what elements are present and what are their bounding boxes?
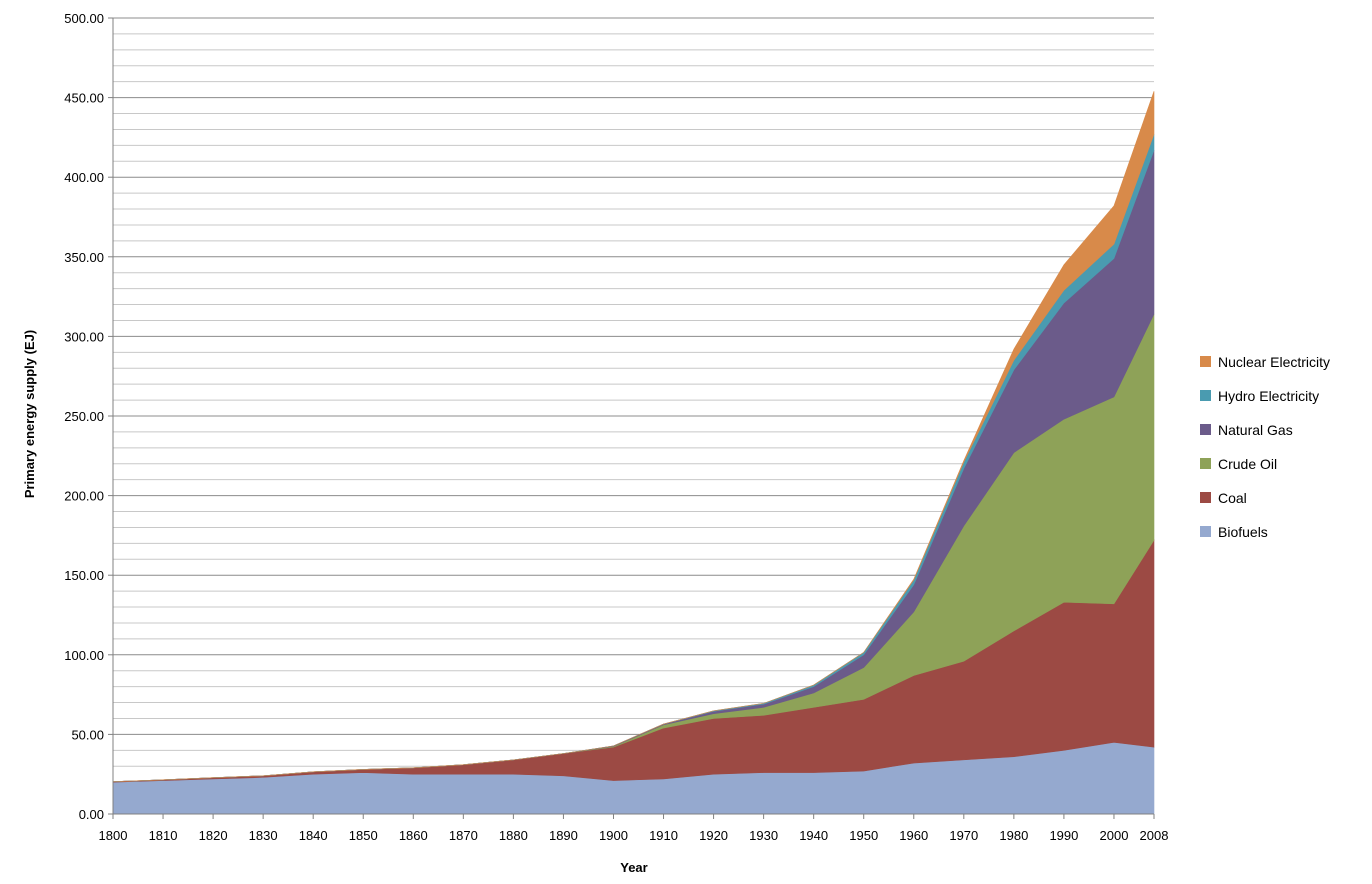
y-tick-label: 200.00 [64,489,104,504]
x-tick-label: 1910 [649,828,678,843]
y-tick-label: 50.00 [71,727,104,742]
x-tick-label: 2008 [1140,828,1169,843]
axes [108,17,1155,819]
x-tick-label: 1970 [949,828,978,843]
x-tick-label: 1850 [349,828,378,843]
y-axis-title: Primary energy supply (EJ) [22,330,37,498]
stacked-areas [112,91,1155,815]
x-tick-label: 1960 [899,828,928,843]
legend-swatch [1200,492,1211,503]
x-tick-labels: 1800 1810 1820 1830 1840 1850 1860 1870 1880 1890… [99,828,1169,843]
y-tick-labels: 0.00 50.00 100.00 150.00 200.00 250.00 300.00 3… [64,11,104,822]
y-tick-label: 400.00 [64,170,104,185]
x-tick-label: 1820 [199,828,228,843]
y-tick-label: 100.00 [64,648,104,663]
x-tick-label: 1930 [749,828,778,843]
x-tick-label: 1860 [399,828,428,843]
x-tick-label: 1890 [549,828,578,843]
legend-label: Biofuels [1218,524,1268,540]
y-tick-label: 300.00 [64,329,104,344]
x-tick-label: 1810 [149,828,178,843]
x-tick-label: 1950 [849,828,878,843]
area-series-nuclear-electricity [112,91,1155,782]
legend-label: Nuclear Electricity [1218,354,1330,370]
legend-swatch [1200,390,1211,401]
legend-label: Natural Gas [1218,422,1293,438]
x-tick-label: 1880 [499,828,528,843]
x-tick-label: 1900 [599,828,628,843]
legend: Nuclear Electricity Hydro Electricity Natu… [1200,354,1330,540]
legend-swatch [1200,356,1211,367]
x-axis-title: Year [620,860,647,875]
legend-label: Hydro Electricity [1218,388,1319,404]
legend-label: Coal [1218,490,1247,506]
x-tick-label: 1800 [99,828,128,843]
x-tick-label: 1980 [999,828,1028,843]
y-tick-label: 250.00 [64,409,104,424]
legend-swatch [1200,424,1211,435]
y-tick-label: 350.00 [64,250,104,265]
y-tick-label: 500.00 [64,11,104,26]
legend-label: Crude Oil [1218,456,1277,472]
x-tick-label: 2000 [1100,828,1129,843]
x-tick-label: 1840 [299,828,328,843]
legend-swatch [1200,458,1211,469]
y-tick-label: 0.00 [79,807,104,822]
x-tick-label: 1870 [449,828,478,843]
x-tick-label: 1990 [1049,828,1078,843]
legend-swatch [1200,526,1211,537]
x-tick-label: 1920 [699,828,728,843]
y-tick-label: 150.00 [64,568,104,583]
y-tick-label: 450.00 [64,91,104,106]
x-tick-label: 1830 [249,828,278,843]
x-tick-label: 1940 [799,828,828,843]
